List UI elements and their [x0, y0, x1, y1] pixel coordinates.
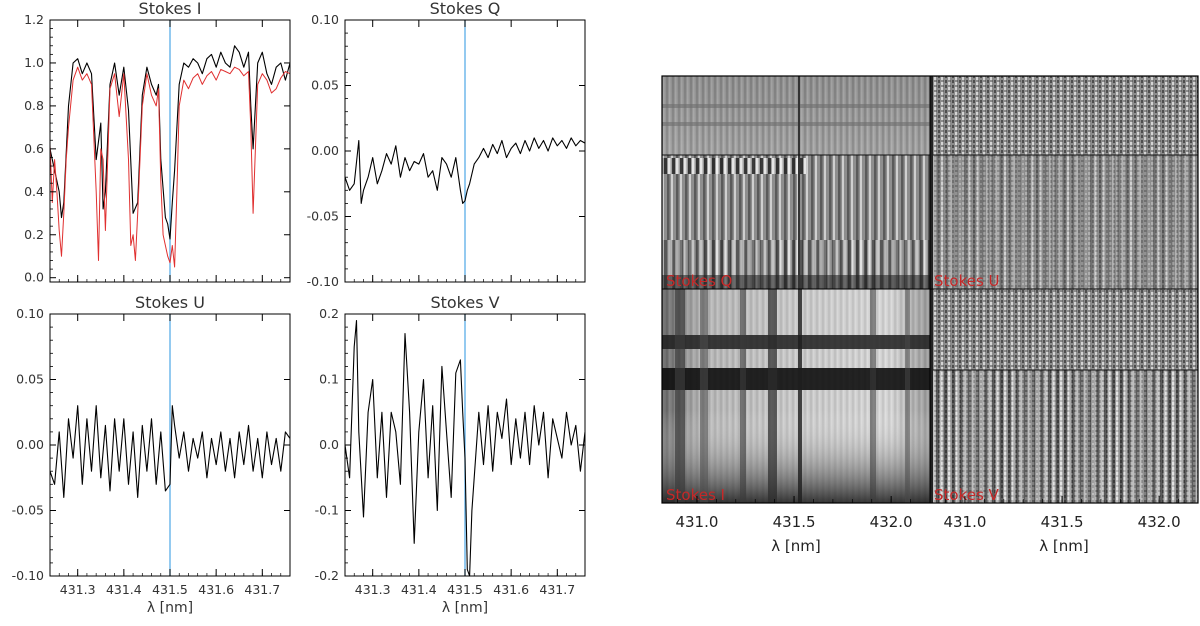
chart2-ytick-label: -0.10	[12, 568, 44, 583]
chart1-title: Stokes Q	[430, 0, 501, 18]
chart3-ytick-label: -0.1	[315, 503, 339, 518]
chart3-xtick-label: 431.6	[493, 582, 529, 597]
stokes-v-image	[930, 289, 1198, 503]
chart1-ytick-label: -0.05	[307, 209, 339, 224]
panel-label-stokes-i: Stokes I	[666, 486, 725, 504]
spectral-image-mosaic: Stokes Q Stokes U Stokes I Stokes V 431.…	[661, 75, 1199, 555]
mosaic-xtick-label: 432.0	[870, 513, 913, 531]
chart3-xtick-label: 431.5	[447, 582, 483, 597]
stokes-q-image	[662, 76, 930, 289]
chart2-xtick-label: 431.4	[106, 582, 142, 597]
chart3-xtick-label: 431.4	[401, 582, 437, 597]
chart1-ytick-label: 0.05	[311, 78, 339, 93]
stokes-q-plot: Stokes Q -0.10 -0.05 0.00 0.05 0.10	[307, 0, 586, 289]
panel-label-stokes-u: Stokes U	[934, 272, 1000, 290]
chart3-title: Stokes V	[430, 293, 499, 312]
mosaic-x-axis: 431.0 431.5 432.0 431.0 431.5 432.0	[675, 496, 1181, 531]
chart0-ytick-label: 0.6	[24, 141, 44, 156]
chart2-xtick-label: 431.6	[198, 582, 234, 597]
chart3-xtick-label: 431.3	[355, 582, 391, 597]
chart0-series-synthetic	[49, 66, 291, 268]
mosaic-xtick-label: 431.0	[675, 513, 718, 531]
mosaic-xtick-label: 431.0	[943, 513, 986, 531]
chart2-xtick-label: 431.3	[60, 582, 96, 597]
chart2-ytick-label: -0.05	[12, 503, 44, 518]
mosaic-xlabel-left: λ [nm]	[771, 537, 820, 555]
chart0-ytick-label: 0.0	[24, 270, 44, 285]
chart2-title: Stokes U	[135, 293, 205, 312]
stokes-v-plot: Stokes V -0.2 -0.1 0.0 0.1 0.2 431.3 431.4 431.5…	[315, 293, 586, 616]
chart1-ytick-label: 0.00	[311, 143, 339, 158]
chart1-ytick-label: 0.10	[311, 12, 339, 27]
chart3-xlabel: λ [nm]	[442, 600, 488, 616]
chart2-xlabel: λ [nm]	[147, 600, 193, 616]
chart0-ytick-label: 0.4	[24, 184, 44, 199]
chart1-series-observed	[344, 137, 586, 204]
chart2-ytick-label: 0.05	[16, 372, 44, 387]
chart0-ytick-label: 1.2	[24, 12, 44, 27]
panel-label-stokes-v: Stokes V	[934, 486, 1000, 504]
chart0-title: Stokes I	[139, 0, 202, 18]
chart0-ytick-label: 1.0	[24, 55, 44, 70]
chart3-series-observed	[344, 320, 586, 577]
chart0-series-observed	[49, 45, 291, 240]
chart2-series-observed	[49, 405, 291, 498]
stokes-i-image	[662, 289, 930, 503]
mosaic-xtick-label: 431.5	[773, 513, 816, 531]
chart3-ytick-label: -0.2	[315, 568, 339, 583]
chart2-xtick-label: 431.5	[152, 582, 188, 597]
panel-label-stokes-q: Stokes Q	[666, 272, 732, 290]
mosaic-xtick-label: 431.5	[1041, 513, 1084, 531]
chart2-ytick-label: 0.00	[16, 437, 44, 452]
stokes-i-plot: Stokes I 0.0 0.2 0.4 0.6 0.8 1.0 1.2	[24, 0, 291, 285]
chart1-ytick-label: -0.10	[307, 274, 339, 289]
chart0-ytick-label: 0.8	[24, 98, 44, 113]
chart3-xtick-label: 431.7	[539, 582, 575, 597]
stokes-u-image	[930, 76, 1198, 289]
chart0-ytick-label: 0.2	[24, 227, 44, 242]
chart3-ytick-label: 0.2	[319, 306, 339, 321]
chart3-ytick-label: 0.0	[319, 437, 339, 452]
mosaic-xlabel-right: λ [nm]	[1039, 537, 1088, 555]
chart2-ytick-label: 0.10	[16, 306, 44, 321]
stokes-u-plot: Stokes U -0.10 -0.05 0.00 0.05 0.10 431.3 431.4…	[12, 293, 291, 616]
mosaic-xtick-label: 432.0	[1138, 513, 1181, 531]
chart2-xtick-label: 431.7	[244, 582, 280, 597]
chart3-ytick-label: 0.1	[319, 372, 339, 387]
